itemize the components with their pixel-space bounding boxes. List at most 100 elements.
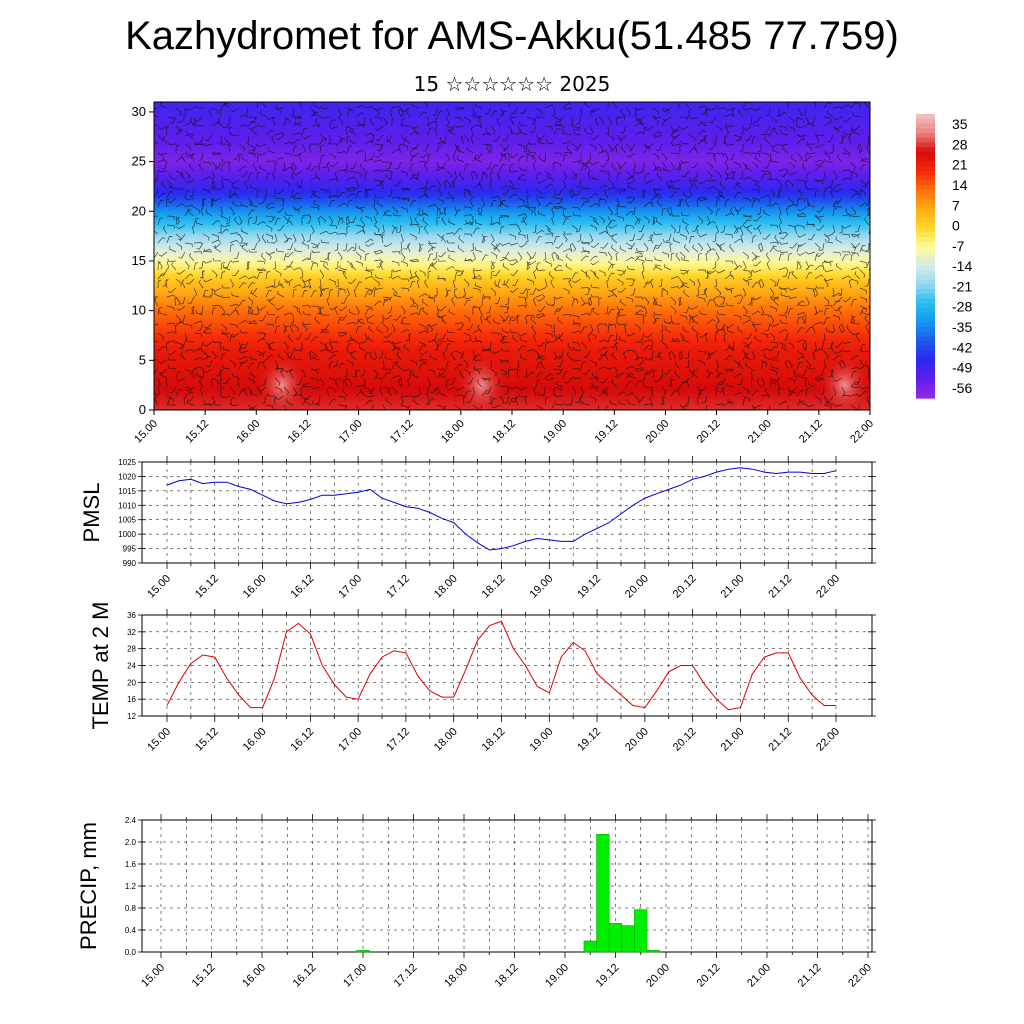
x-tick-label: 15.00	[145, 726, 173, 754]
colorbar-band	[916, 341, 935, 347]
precip-chart: 0.0 0.4 0.8 1.2 1.6 2.0 2.4 15.00 15.12 16.00 16.1…	[76, 814, 876, 990]
page-subtitle: 15 ☆☆☆☆☆☆ 2025	[413, 72, 611, 96]
x-tick-label: 17.00	[336, 573, 364, 601]
colorbar-band	[916, 312, 935, 319]
precip-bar	[596, 833, 610, 953]
y-tick-label: 1.6	[125, 860, 137, 869]
y-tick-label: 2.0	[125, 838, 137, 847]
warm-spot	[455, 355, 508, 410]
x-tick-label: 20.12	[671, 573, 699, 601]
x-tick-label: 16.12	[286, 418, 314, 446]
x-tick-label: 16.00	[240, 962, 268, 990]
colorbar-band	[916, 246, 935, 252]
x-tick-label: 18.12	[480, 726, 508, 754]
cross-section-plot-area	[154, 102, 870, 410]
colorbar-band	[916, 293, 935, 300]
precip-bar	[356, 950, 370, 953]
x-tick-label: 21.00	[746, 418, 774, 446]
precip-bar	[646, 950, 660, 953]
y-tick-label: 10	[132, 303, 146, 318]
x-tick-label: 19.00	[527, 573, 555, 601]
colorbar-band	[916, 161, 935, 167]
x-tick-label: 17.12	[392, 962, 420, 990]
colorbar-label: -21	[952, 278, 972, 294]
colorbar-band	[916, 279, 935, 285]
y-tick-label: 5	[139, 352, 146, 367]
y-tick-label: 25	[132, 154, 146, 169]
x-tick-label: 16.00	[241, 573, 269, 601]
colorbar-band	[916, 132, 935, 139]
y-tick-label: 24	[127, 662, 136, 671]
pmsl-series-line	[166, 467, 837, 551]
colorbar-band	[916, 147, 935, 153]
x-tick-label: 20.00	[644, 418, 672, 446]
temp-series-line	[166, 620, 836, 711]
y-tick-label: 32	[127, 628, 136, 637]
y-tick-label: 2.4	[125, 816, 137, 825]
pmsl-chart: 990 995 1000 1005 1010 1015 1020 1025 15.00 15.12…	[79, 456, 876, 601]
colorbar-band	[916, 360, 935, 366]
x-tick-label: 16.00	[234, 418, 262, 446]
x-tick-label: 20.00	[623, 726, 651, 754]
colorbar-band	[916, 123, 935, 129]
colorbar-band	[916, 270, 935, 276]
colorbar-band	[916, 308, 935, 314]
x-tick-label: 16.12	[289, 726, 317, 754]
colorbar-label: 0	[952, 218, 960, 234]
x-tick-label: 20.12	[671, 726, 699, 754]
colorbar-label: 21	[952, 157, 968, 173]
x-tick-label: 16.00	[241, 726, 269, 754]
precip-bar	[583, 940, 597, 953]
colorbar-label: -7	[952, 238, 965, 254]
colorbar-band	[916, 227, 935, 233]
x-tick-label: 20.00	[623, 573, 651, 601]
y-tick-label: 1000	[118, 530, 136, 539]
colorbar-band	[916, 327, 935, 333]
x-tick-label: 19.12	[575, 726, 603, 754]
colorbar-band	[916, 383, 935, 390]
colorbar-band	[916, 260, 935, 267]
colorbar-band	[916, 170, 935, 177]
colorbar-band	[916, 388, 935, 394]
colorbar-band	[916, 369, 935, 375]
colorbar: 35 28 21 14 7 0 -7 -14 -21 -28 -35 -42 -49 -56	[916, 114, 972, 399]
colorbar-band	[916, 364, 935, 371]
colorbar-label: -49	[952, 360, 972, 376]
colorbar-label: -56	[952, 380, 972, 396]
x-tick-label: 22.00	[814, 726, 842, 754]
colorbar-band	[916, 345, 935, 352]
x-tick-label: 15.00	[132, 418, 160, 446]
colorbar-band	[916, 180, 935, 186]
colorbar-band	[916, 336, 935, 342]
y-tick-label: 1020	[118, 472, 136, 481]
x-tick-label: 18.00	[432, 726, 460, 754]
x-tick-label: 21.00	[719, 573, 747, 601]
colorbar-band	[916, 322, 935, 328]
x-tick-label: 16.12	[291, 962, 319, 990]
colorbar-label: -35	[952, 319, 972, 335]
y-tick-label: 995	[123, 545, 137, 554]
colorbar-band	[916, 203, 935, 210]
page-title: Kazhydromet for AMS-Akku(51.485 77.759)	[125, 14, 899, 58]
colorbar-band	[916, 218, 935, 224]
x-tick-label: 21.12	[766, 573, 794, 601]
colorbar-band	[916, 185, 935, 191]
x-tick-label: 19.00	[541, 418, 569, 446]
colorbar-band	[916, 137, 935, 143]
colorbar-label: 14	[952, 177, 968, 193]
y-tick-label: 0.4	[125, 926, 137, 935]
x-tick-label: 20.00	[644, 962, 672, 990]
x-tick-label: 18.12	[480, 573, 508, 601]
colorbar-band	[916, 208, 935, 214]
colorbar-band	[916, 355, 935, 361]
warm-spot	[818, 355, 870, 410]
precip-bar	[608, 923, 623, 953]
colorbar-band	[916, 175, 935, 181]
y-tick-label: 990	[123, 559, 137, 568]
x-tick-label: 15.12	[193, 573, 221, 601]
y-tick-label: 1005	[118, 516, 136, 525]
x-tick-label: 17.00	[336, 726, 364, 754]
colorbar-band	[916, 166, 935, 172]
y-tick-label: 20	[132, 203, 146, 218]
